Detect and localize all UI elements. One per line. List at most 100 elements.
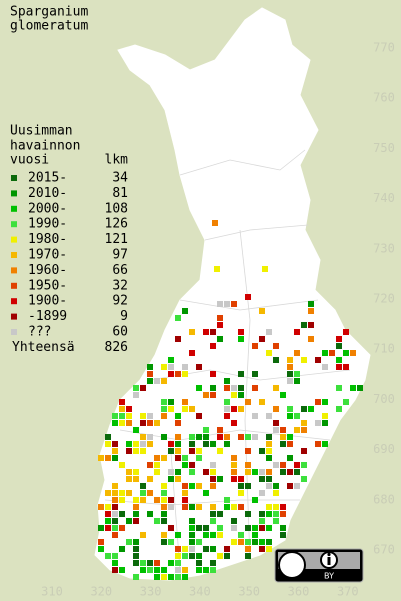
observation-square <box>245 553 251 559</box>
observation-square <box>203 490 209 496</box>
observation-square <box>175 441 181 447</box>
observation-square <box>112 490 118 496</box>
observation-square <box>238 490 244 496</box>
observation-square <box>126 469 132 475</box>
observation-square <box>196 553 202 559</box>
observation-square <box>119 420 125 426</box>
observation-square <box>238 483 244 489</box>
observation-square <box>175 448 181 454</box>
observation-square <box>196 483 202 489</box>
observation-square <box>266 525 272 531</box>
observation-square <box>105 455 111 461</box>
observation-square <box>294 469 300 475</box>
observation-square <box>161 434 167 440</box>
observation-square <box>217 336 223 342</box>
observation-square <box>112 504 118 510</box>
observation-square <box>210 518 216 524</box>
observation-square <box>105 441 111 447</box>
observation-square <box>301 322 307 328</box>
observation-square <box>119 490 125 496</box>
observation-square <box>154 378 160 384</box>
observation-square <box>217 427 223 433</box>
cc-icon <box>278 551 306 579</box>
observation-square <box>189 329 195 335</box>
observation-square <box>168 574 174 580</box>
observation-square <box>112 441 118 447</box>
observation-square <box>259 399 265 405</box>
x-tick-label: 310 <box>41 585 63 599</box>
observation-square <box>231 385 237 391</box>
x-tick-label: 360 <box>288 585 310 599</box>
observation-square <box>210 532 216 538</box>
observation-square <box>140 448 146 454</box>
observation-square <box>217 553 223 559</box>
observation-square <box>315 441 321 447</box>
observation-square <box>287 413 293 419</box>
observation-square <box>294 462 300 468</box>
legend-count: 32 <box>112 278 128 293</box>
observation-square <box>252 539 258 545</box>
observation-square <box>175 336 181 342</box>
observation-square <box>112 567 118 573</box>
observation-square <box>266 483 272 489</box>
observation-square <box>98 504 104 510</box>
observation-square <box>189 483 195 489</box>
observation-square <box>245 462 251 468</box>
observation-square <box>322 350 328 356</box>
observation-square <box>112 525 118 531</box>
observation-square <box>259 546 265 552</box>
observation-square <box>175 434 181 440</box>
observation-square <box>175 455 181 461</box>
observation-square <box>126 441 132 447</box>
observation-square <box>350 350 356 356</box>
observation-square <box>175 371 181 377</box>
observation-square <box>238 476 244 482</box>
observation-square <box>231 525 237 531</box>
observation-square <box>212 220 218 226</box>
observation-square <box>224 434 230 440</box>
observation-square <box>210 392 216 398</box>
x-tick-label: 340 <box>189 585 211 599</box>
observation-square <box>322 413 328 419</box>
observation-square <box>343 364 349 370</box>
observation-square <box>245 294 251 300</box>
observation-square <box>224 301 230 307</box>
observation-square <box>273 427 279 433</box>
observation-square <box>322 364 328 370</box>
legend-heading: havainnon <box>10 139 80 154</box>
observation-square <box>147 364 153 370</box>
observation-square <box>266 469 272 475</box>
legend-label: 2010- <box>28 186 67 201</box>
observation-square <box>259 476 265 482</box>
legend-label: 1980- <box>28 232 67 247</box>
observation-square <box>301 357 307 363</box>
observation-square <box>217 525 223 531</box>
observation-square <box>98 539 104 545</box>
x-tick-label: 370 <box>337 585 359 599</box>
legend-total-count: 826 <box>105 340 128 355</box>
observation-square <box>210 371 216 377</box>
observation-square <box>189 462 195 468</box>
legend-swatch <box>11 329 17 335</box>
observation-square <box>266 455 272 461</box>
observation-square <box>126 539 132 545</box>
legend-label: ??? <box>28 325 51 340</box>
observation-square <box>287 441 293 447</box>
legend-count: 9 <box>120 309 128 324</box>
observation-square <box>196 560 202 566</box>
observation-square <box>196 434 202 440</box>
observation-square <box>126 420 132 426</box>
y-tick-label: 720 <box>373 292 395 306</box>
observation-square <box>161 455 167 461</box>
observation-square <box>182 462 188 468</box>
observation-square <box>343 350 349 356</box>
observation-square <box>133 469 139 475</box>
observation-square <box>273 406 279 412</box>
observation-square <box>336 406 342 412</box>
observation-square <box>238 434 244 440</box>
legend-heading: Uusimman <box>10 124 73 139</box>
observation-square <box>259 336 265 342</box>
legend-label: -1899 <box>28 309 67 324</box>
observation-square <box>161 399 167 405</box>
